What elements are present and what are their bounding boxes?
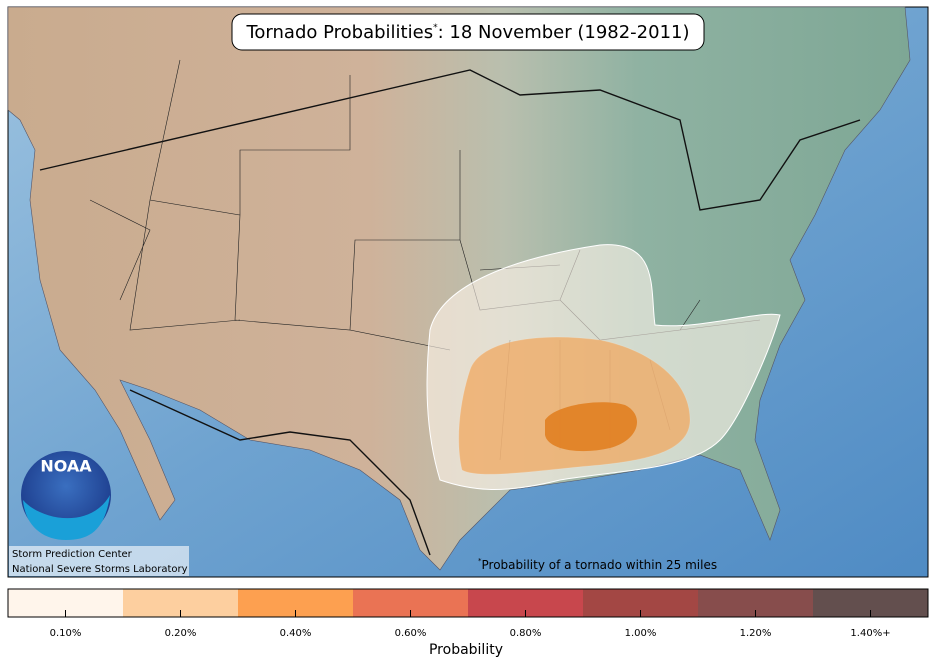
footnote: *Probability of a tornado within 25 mile… bbox=[478, 557, 717, 572]
legend-label: 1.20% bbox=[740, 628, 772, 639]
legend-label: 0.10% bbox=[50, 628, 82, 639]
title-box bbox=[231, 13, 705, 51]
border-canada bbox=[39, 69, 861, 211]
credit-line: National Severe Storms Laboratory bbox=[12, 564, 188, 575]
credits-box bbox=[9, 546, 189, 576]
noaa-logo-wave bbox=[23, 495, 110, 540]
title-date: : 18 November (1982-2011) bbox=[438, 22, 690, 43]
legend-frame bbox=[7, 588, 929, 618]
legend-label: 1.00% bbox=[625, 628, 657, 639]
legend-label: 0.20% bbox=[165, 628, 197, 639]
title: Tornado Probabilities*: 18 November (198… bbox=[245, 22, 689, 43]
prob-0-40 bbox=[545, 402, 637, 452]
title-marker: * bbox=[433, 23, 438, 33]
legend: 0.10% 0.20% 0.40% 0.60% 0.80% 1.00% 1.20% 1.40%… bbox=[7, 588, 929, 639]
legend-title: Probability bbox=[429, 642, 503, 658]
logo-text: NOAA bbox=[40, 457, 92, 476]
legend-label: 1.40%+ bbox=[850, 628, 890, 639]
credit-line: Storm Prediction Center bbox=[12, 549, 133, 560]
border-mexico bbox=[129, 389, 431, 556]
title-text: Tornado Probabilities bbox=[245, 22, 433, 43]
legend-label: 0.60% bbox=[395, 628, 427, 639]
legend-label: 0.40% bbox=[280, 628, 312, 639]
legend-label: 0.80% bbox=[510, 628, 542, 639]
footnote-marker: * bbox=[478, 557, 482, 565]
footnote-text: Probability of a tornado within 25 miles bbox=[482, 558, 718, 572]
